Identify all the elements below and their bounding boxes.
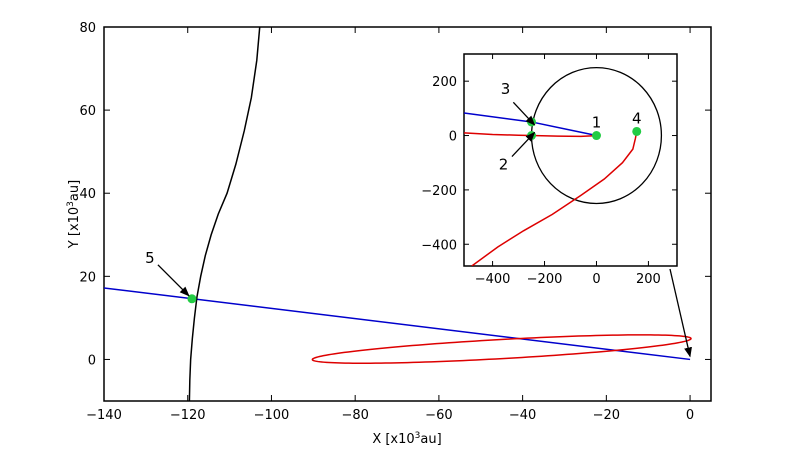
main-x-tick-label: −120 <box>170 408 206 423</box>
main-x-tick-label: −80 <box>341 408 368 423</box>
inset-point-label-1: 1 <box>592 114 602 132</box>
main-orbit-ellipse <box>311 334 692 365</box>
inset-plot-frame <box>463 53 678 267</box>
inset-y-tick-label: −400 <box>421 238 457 253</box>
main-x-tick-label: −40 <box>509 408 536 423</box>
main-x-tick-label: −140 <box>86 408 122 423</box>
main-series-line-1 <box>104 287 691 361</box>
main-y-tick-label: 20 <box>79 270 96 285</box>
main-y-tick-label: 40 <box>79 187 96 202</box>
main-y-tick-label: 60 <box>79 104 96 119</box>
main-x-tick-label: −100 <box>254 408 290 423</box>
y-axis-label: Y [x103au] <box>66 180 82 249</box>
inset-point-arrow-3 <box>512 101 536 126</box>
inset-point-4 <box>632 126 642 136</box>
main-point-5 <box>187 294 197 304</box>
inset-point-1 <box>591 131 601 141</box>
main-x-tick-label: −20 <box>593 408 620 423</box>
main-series-line-2 <box>188 27 261 401</box>
inset-x-tick-label: −400 <box>475 272 511 287</box>
inset-y-tick-label: −200 <box>421 184 457 199</box>
inset-y-tick-label: 0 <box>449 130 457 145</box>
x-axis-label: X [x103au] <box>372 431 441 447</box>
main-x-tick-label: 0 <box>686 408 694 423</box>
inset-point-arrow-2 <box>511 131 536 157</box>
inset-point-label-3: 3 <box>501 80 511 98</box>
main-point-arrow-5 <box>157 264 190 297</box>
inset-point-label-4: 4 <box>632 109 642 127</box>
main-y-tick-label: 80 <box>79 21 96 36</box>
main-point-label-5: 5 <box>145 249 155 267</box>
inset-y-tick-label: 200 <box>432 75 457 90</box>
main-y-tick-label: 0 <box>88 353 96 368</box>
inset-x-tick-label: 0 <box>592 272 600 287</box>
inset-point-label-2: 2 <box>499 156 509 174</box>
inset-x-tick-label: −200 <box>527 272 563 287</box>
inset-x-tick-label: 200 <box>636 272 661 287</box>
inset-connector-arrow <box>669 268 692 358</box>
main-x-tick-label: −60 <box>425 408 452 423</box>
inset-series-line-3 <box>471 131 638 266</box>
